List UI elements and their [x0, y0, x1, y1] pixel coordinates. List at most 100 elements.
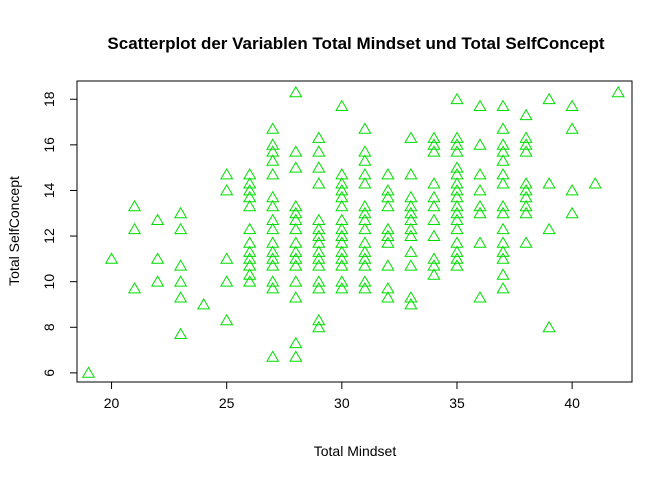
data-point [496, 99, 510, 111]
data-point [289, 275, 303, 287]
data-point [473, 138, 487, 150]
data-point [220, 252, 234, 264]
data-point [312, 275, 326, 287]
data-point [358, 199, 372, 212]
data-point [542, 222, 556, 235]
data-point [427, 145, 441, 157]
data-point [266, 168, 280, 180]
data-point [450, 259, 464, 271]
data-point [266, 252, 280, 264]
data-point [312, 222, 326, 235]
data-point [335, 199, 349, 212]
data-point [496, 154, 510, 166]
data-point [450, 245, 464, 257]
data-point [519, 177, 533, 189]
data-point [312, 259, 326, 271]
x-tick-label: 30 [334, 395, 350, 411]
chart-title: Scatterplot der Variablen Total Mindset … [107, 34, 604, 53]
data-point [266, 154, 280, 166]
data-point [266, 222, 280, 235]
data-point [519, 236, 533, 248]
data-point [174, 222, 188, 235]
data-point [289, 145, 303, 157]
data-point [150, 275, 165, 287]
y-tick-label: 8 [41, 323, 57, 331]
y-tick-label: 14 [41, 182, 57, 198]
data-point [519, 199, 533, 212]
data-point [404, 222, 418, 235]
data-point [289, 336, 303, 349]
data-point [496, 252, 510, 264]
y-tick-label: 6 [41, 369, 57, 377]
data-point [174, 291, 188, 303]
data-point [473, 199, 487, 212]
data-point [427, 268, 441, 280]
data-point [427, 213, 441, 225]
data-point [473, 99, 487, 111]
data-point [197, 298, 211, 310]
data-point [335, 184, 349, 196]
data-point [174, 206, 188, 219]
data-point [243, 199, 257, 212]
data-point [220, 275, 234, 287]
x-axis-label: Total Mindset [314, 443, 397, 459]
data-point [335, 259, 349, 271]
data-point [404, 259, 418, 271]
data-point [404, 245, 418, 257]
data-point [473, 168, 487, 180]
data-point [266, 259, 280, 271]
data-point [404, 199, 418, 212]
data-point [266, 282, 280, 294]
points-layer [81, 85, 625, 378]
data-point [427, 131, 441, 143]
data-point [450, 184, 464, 196]
data-point [565, 184, 579, 196]
data-point [381, 222, 395, 235]
data-point [450, 222, 464, 235]
x-tick-label: 25 [219, 395, 235, 411]
data-point [266, 138, 280, 150]
data-point [335, 177, 349, 189]
data-point [289, 291, 303, 303]
data-point [427, 138, 441, 150]
data-point [174, 327, 188, 339]
data-point [335, 229, 349, 241]
data-point [127, 199, 142, 212]
data-point [358, 282, 372, 294]
data-point [542, 320, 556, 333]
data-point [427, 252, 441, 264]
data-point [519, 108, 533, 121]
x-tick-label: 35 [449, 395, 465, 411]
data-point [381, 168, 395, 180]
data-point [450, 138, 464, 150]
data-point [473, 291, 487, 303]
data-point [358, 245, 372, 257]
x-tick-label: 20 [104, 395, 120, 411]
data-point [312, 145, 326, 157]
data-point [381, 229, 395, 241]
data-point [266, 245, 280, 257]
data-point [289, 85, 303, 98]
data-point [496, 282, 510, 294]
data-point [358, 275, 372, 287]
data-point [243, 184, 257, 196]
data-point [289, 206, 303, 219]
data-point [335, 99, 349, 111]
data-point [565, 206, 579, 219]
x-tick-label: 40 [564, 395, 580, 411]
data-point [150, 213, 165, 225]
data-point [358, 206, 372, 219]
data-point [450, 92, 464, 105]
data-point [381, 291, 395, 303]
data-point [289, 222, 303, 235]
y-tick-label: 18 [41, 91, 57, 107]
data-point [496, 206, 510, 219]
data-point [450, 206, 464, 219]
data-point [174, 259, 188, 271]
data-point [381, 184, 395, 196]
data-point [496, 177, 510, 189]
data-point [427, 199, 441, 212]
data-point [127, 222, 142, 235]
data-point [289, 161, 303, 173]
data-point [243, 268, 257, 280]
